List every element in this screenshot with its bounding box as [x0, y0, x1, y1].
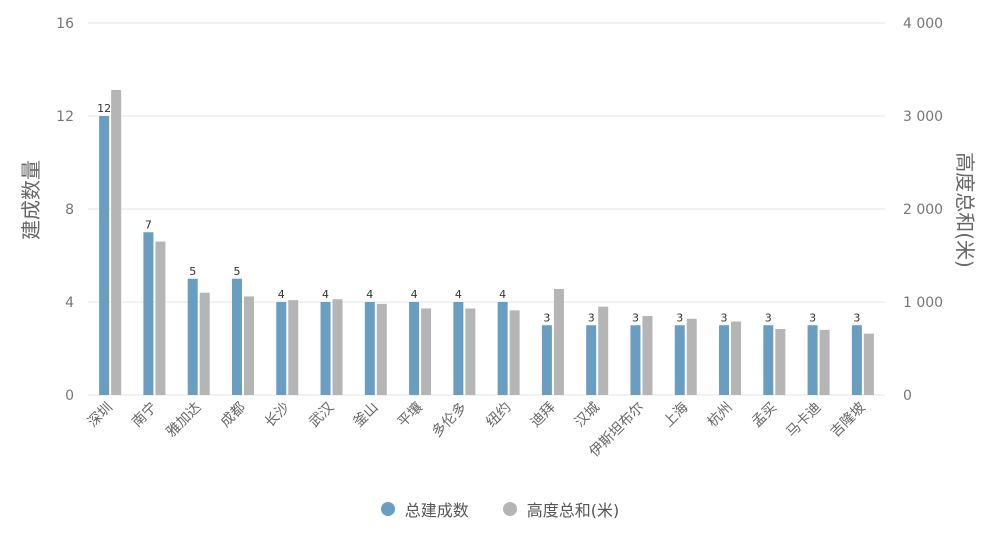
data-label: 3 [588, 311, 595, 324]
bars [99, 89, 874, 396]
bar-series2 [199, 292, 210, 395]
bar-series2 [332, 299, 343, 395]
bar-series2 [509, 310, 520, 395]
bar-series1 [497, 302, 508, 395]
legend-item-series2[interactable]: 高度总和(米) [502, 497, 620, 521]
bar-series1 [763, 325, 774, 395]
bar-series1 [586, 325, 597, 395]
y-tick-right-label: 2 000 [903, 202, 943, 218]
chart-svg: 0 4 8 12 16 0 1 000 2 000 3 000 4 000 12 7 5 5 4 4 4 4 4… [19, 16, 977, 461]
y-tick-left-label: 8 [65, 202, 74, 218]
data-label: 4 [455, 288, 462, 301]
bar-series1 [674, 325, 685, 395]
category-label: 釜山 [351, 400, 382, 431]
bar-series2 [243, 296, 254, 395]
bar-series1 [276, 302, 287, 395]
category-label: 多伦多 [428, 399, 470, 441]
y-axis-left-ticks: 0 4 8 12 16 [56, 16, 74, 404]
y-tick-right-label: 1 000 [903, 295, 943, 311]
bar-series1 [99, 116, 110, 395]
bar-series2 [376, 303, 387, 395]
y-axis-left-title: 建成数量 [19, 160, 43, 240]
data-label: 3 [676, 311, 683, 324]
data-label: 3 [809, 311, 816, 324]
bar-series2 [731, 321, 742, 395]
bar-series2 [819, 329, 830, 395]
bar-series1 [851, 325, 862, 395]
category-label: 武汉 [306, 400, 337, 431]
category-label: 马卡迪 [783, 400, 824, 441]
bar-series1 [630, 325, 641, 395]
data-label: 5 [189, 265, 196, 278]
y-tick-left-label: 0 [65, 388, 74, 404]
bar-series2 [598, 306, 609, 395]
bar-series2 [111, 89, 122, 396]
bar-series2 [155, 241, 166, 395]
bar-series2 [642, 315, 653, 395]
y-tick-right-label: 0 [903, 388, 912, 404]
bar-series1 [320, 302, 331, 395]
category-label: 吉隆坡 [828, 400, 869, 441]
y-tick-right-label: 3 000 [903, 109, 943, 125]
legend-label-series1: 总建成数 [404, 501, 469, 520]
data-label: 3 [765, 311, 772, 324]
bar-series1 [364, 302, 375, 395]
category-label: 杭州 [705, 400, 736, 431]
data-label: 4 [278, 288, 285, 301]
category-label: 深圳 [85, 400, 116, 431]
bar-series2 [288, 300, 299, 395]
category-label: 长沙 [262, 400, 293, 431]
data-label: 4 [322, 288, 329, 301]
category-label: 成都 [218, 400, 249, 431]
y-axis-right-title: 高度总和(米) [953, 152, 977, 268]
legend-label-series2: 高度总和(米) [526, 501, 620, 520]
y-tick-left-label: 12 [56, 109, 74, 125]
bar-series2 [775, 328, 786, 395]
y-tick-right-label: 4 000 [903, 16, 943, 32]
data-label: 4 [366, 288, 373, 301]
bar-series2 [421, 308, 432, 395]
y-tick-left-label: 4 [65, 295, 74, 311]
legend-item-series1[interactable]: 总建成数 [380, 497, 469, 521]
bar-series1 [807, 325, 818, 395]
category-label: 平壤 [394, 399, 426, 431]
category-label: 雅加达 [164, 400, 205, 441]
category-label: 纽约 [483, 400, 514, 431]
category-label: 孟买 [749, 400, 780, 431]
bar-series1 [541, 325, 552, 395]
bar-series1 [409, 302, 420, 395]
category-label: 南宁 [128, 399, 160, 431]
data-label: 3 [721, 311, 728, 324]
category-label: 汉城 [572, 400, 603, 431]
bar-series2 [465, 308, 476, 395]
data-label: 3 [632, 311, 639, 324]
legend: 总建成数 高度总和(米) [0, 497, 1000, 521]
bar-series2 [863, 333, 874, 395]
bar-series2 [686, 318, 697, 395]
data-label: 5 [233, 265, 240, 278]
y-tick-left-label: 16 [56, 16, 74, 32]
category-label: 上海 [660, 400, 691, 431]
legend-marker-series2 [502, 502, 517, 516]
category-label: 迪拜 [528, 400, 559, 431]
data-label: 12 [97, 102, 111, 115]
bar-series1 [453, 302, 464, 395]
bar-series1 [187, 278, 198, 395]
bar-series1 [719, 325, 730, 395]
bar-series1 [231, 278, 242, 395]
legend-marker-series1 [380, 502, 395, 516]
data-label: 4 [499, 288, 506, 301]
bar-series2 [553, 288, 564, 395]
gridlines [88, 22, 885, 396]
bar-series1 [143, 232, 154, 395]
data-label: 3 [853, 311, 860, 324]
data-label: 7 [145, 218, 152, 231]
data-labels: 12 7 5 5 4 4 4 4 4 4 3 3 3 3 3 3 3 3 [97, 102, 860, 324]
data-label: 3 [543, 311, 550, 324]
y-axis-right-ticks: 0 1 000 2 000 3 000 4 000 [903, 16, 943, 404]
data-label: 4 [411, 288, 418, 301]
